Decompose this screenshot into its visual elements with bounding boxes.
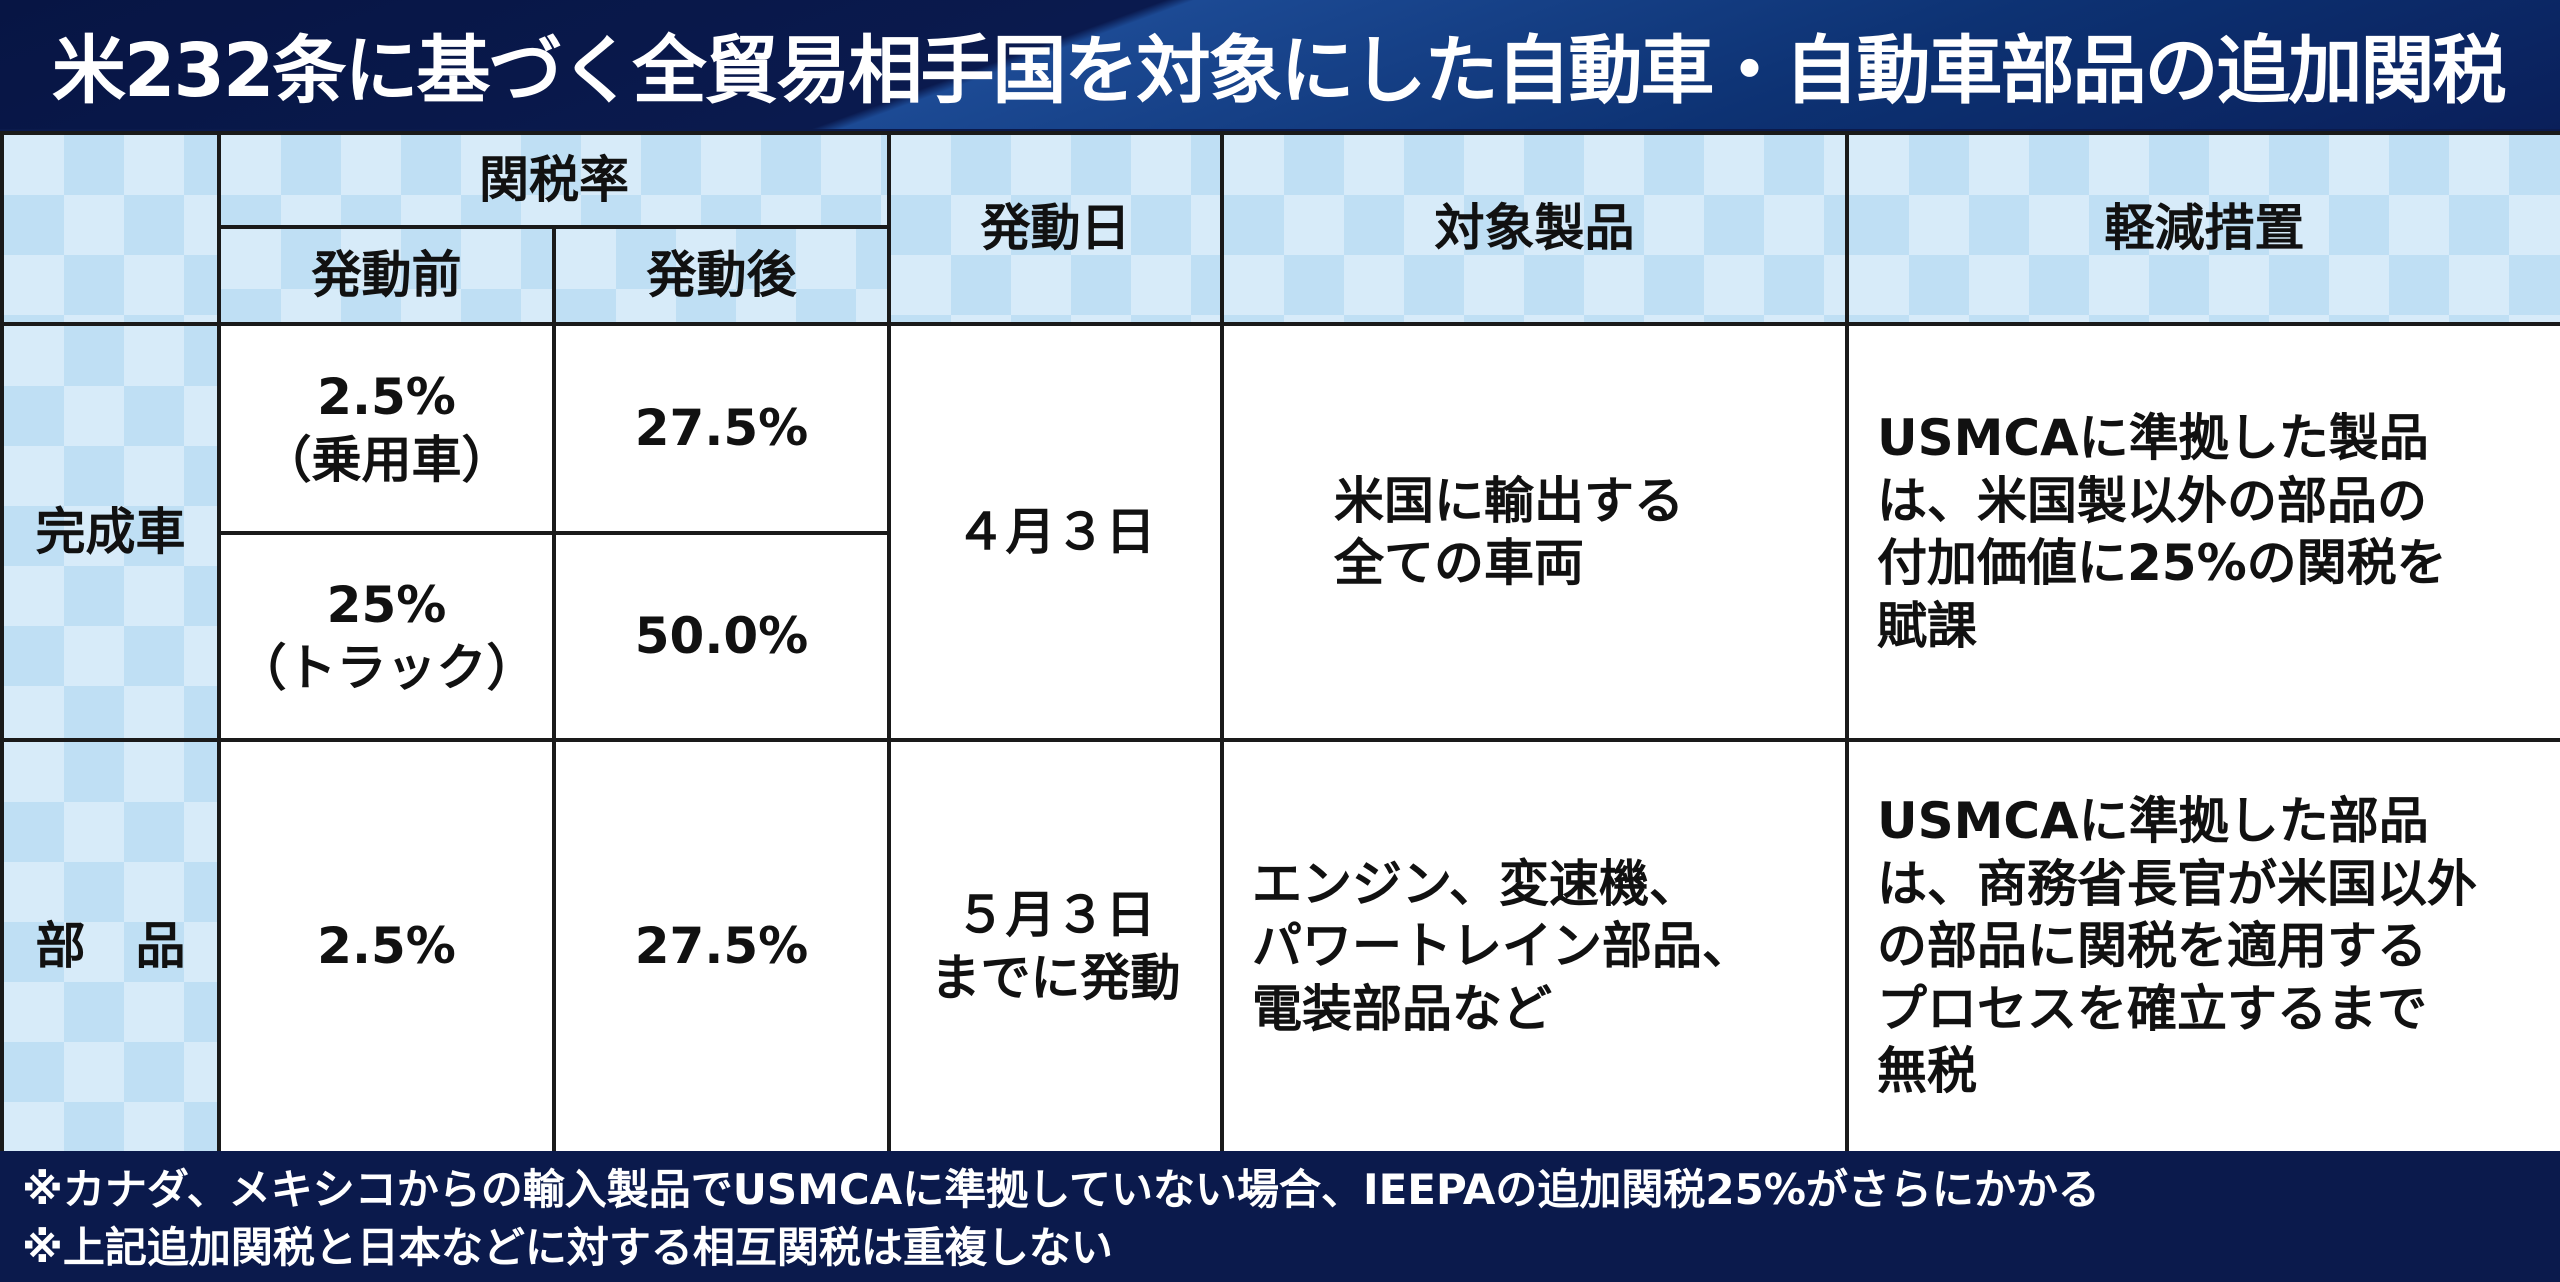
text-line: は、米国製以外の部品の <box>1877 471 2427 530</box>
footnotes: ※カナダ、メキシコからの輸入製品でUSMCAに準拠していない場合、IEEPAの追… <box>0 1151 2560 1282</box>
header-after: 発動後 <box>552 225 891 326</box>
text-line: までに発動 <box>930 948 1181 1007</box>
text-line: 付加価値に25%の関税を <box>1877 534 2447 592</box>
text-line: 無税 <box>1877 1042 1977 1101</box>
row-label-vehicles: 完成車 <box>0 322 221 742</box>
rate-note: （乗用車） <box>261 430 512 489</box>
date-cell: ４月３日 <box>887 322 1224 742</box>
text-line: 全ての車両 <box>1334 534 1584 592</box>
text-line: エンジン、変速機、 <box>1252 854 1699 913</box>
text-line: ５月３日 <box>955 886 1156 944</box>
relief-cell: USMCAに準拠した部品 は、商務省長官が米国以外 の部品に関税を適用する プロセスを… <box>1845 738 2560 1155</box>
before-cell: 2.5% （乗用車） <box>217 322 556 535</box>
page-title: 米232条に基づく全貿易相手国を対象にした自動車・自動車部品の追加関税 <box>0 0 2560 129</box>
rate-value: 25% <box>326 576 447 634</box>
text-line: プロセスを確立するまで <box>1877 979 2427 1038</box>
before-cell: 2.5% <box>217 738 556 1155</box>
header-relief: 軽減措置 <box>1845 131 2560 326</box>
header-date: 発動日 <box>887 131 1224 326</box>
text-line: 米国に輸出する <box>1334 471 1684 530</box>
tariff-table: 関税率 発動日 対象製品 軽減措置 発動前 発動後 完成車 2.5% （乗用車） … <box>0 131 2560 1155</box>
products-cell: エンジン、変速機、 パワートレイン部品、 電装部品など <box>1220 738 1849 1155</box>
text-line: 賦課 <box>1877 596 1977 655</box>
text-line: は、商務省長官が米国以外 <box>1877 854 2477 913</box>
after-cell: 27.5% <box>552 738 891 1155</box>
header-before: 発動前 <box>217 225 556 326</box>
after-cell: 27.5% <box>552 322 891 535</box>
text-line: 電装部品など <box>1252 979 1552 1038</box>
header-products: 対象製品 <box>1220 131 1849 326</box>
text-line: USMCAに準拠した部品 <box>1877 792 2429 851</box>
before-cell: 25% （トラック） <box>217 531 556 742</box>
text-line: の部品に関税を適用する <box>1877 917 2427 976</box>
row-label-parts: 部 品 <box>0 738 221 1155</box>
rate-value: 2.5% <box>317 368 456 426</box>
after-cell: 50.0% <box>552 531 891 742</box>
text-line: USMCAに準拠した製品 <box>1877 409 2429 467</box>
footnote: ※上記追加関税と日本などに対する相互関税は重複しない <box>22 1223 1113 1272</box>
rate-note: （トラック） <box>236 638 537 697</box>
text-line: パワートレイン部品、 <box>1252 917 1752 976</box>
header-rate: 関税率 <box>217 131 891 229</box>
products-cell: 米国に輸出する 全ての車両 <box>1220 322 1849 742</box>
date-cell: ５月３日 までに発動 <box>887 738 1224 1155</box>
relief-cell: USMCAに準拠した製品 は、米国製以外の部品の 付加価値に25%の関税を 賦課 <box>1845 322 2560 742</box>
footnote: ※カナダ、メキシコからの輸入製品でUSMCAに準拠していない場合、IEEPAの追… <box>22 1165 2100 1214</box>
corner-cell <box>0 131 221 326</box>
